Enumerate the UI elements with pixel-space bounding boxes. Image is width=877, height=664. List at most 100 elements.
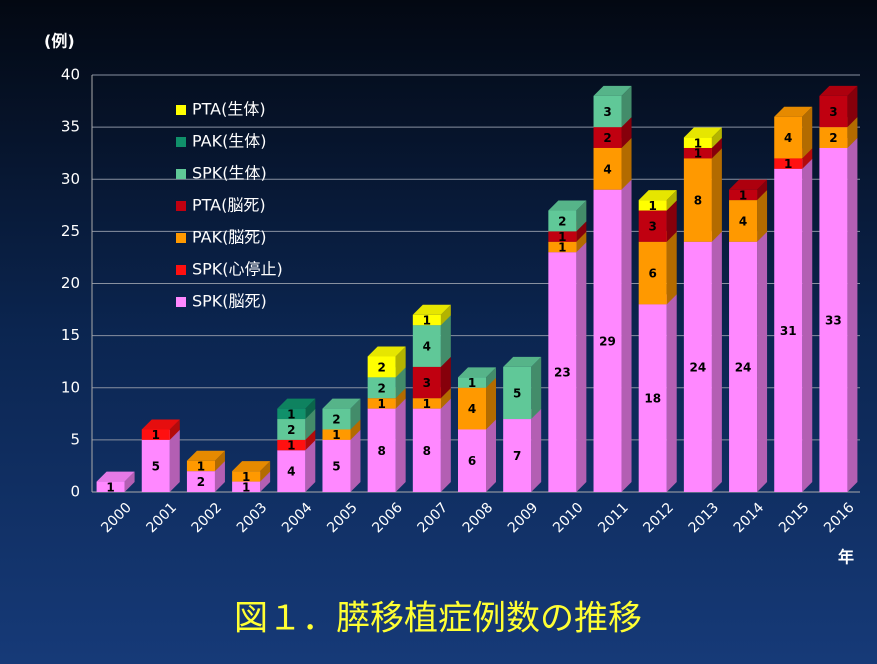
bar-segment [683, 127, 722, 148]
data-label: 1 [694, 136, 702, 150]
bar-side [350, 419, 361, 440]
bar-front [819, 95, 848, 128]
bar-top [638, 190, 677, 201]
bar-front [96, 481, 125, 492]
bar-top [277, 398, 316, 409]
bar-segment [412, 398, 451, 492]
data-label: 5 [152, 459, 160, 473]
bar-front [548, 231, 577, 242]
bar-side [214, 461, 225, 492]
y-tick-label: 35 [61, 118, 80, 136]
bar-front [503, 366, 532, 420]
bar-front [683, 241, 712, 492]
bar-top [774, 106, 813, 117]
bar-segment [277, 398, 316, 420]
bar-side [847, 85, 858, 128]
bar-segment [729, 179, 768, 201]
bar-front [367, 408, 396, 492]
y-axis-label: (例) [44, 32, 75, 51]
data-label: 1 [558, 241, 566, 255]
bar-front [412, 408, 441, 492]
bar-side [531, 409, 542, 492]
data-label: 7 [513, 449, 521, 463]
bar-top [367, 346, 406, 357]
bar-front [322, 408, 351, 430]
bar-segment [548, 242, 587, 492]
bar-side [305, 409, 316, 440]
y-tick-label: 40 [61, 66, 80, 84]
legend-swatch [176, 297, 186, 307]
bar-segment [593, 179, 632, 493]
data-label: 18 [644, 392, 661, 406]
bar-side [305, 440, 316, 492]
bar-side [486, 377, 497, 430]
data-label: 1 [242, 480, 250, 494]
data-label: 1 [694, 147, 702, 161]
bar-front [729, 189, 758, 201]
bar-front [638, 210, 667, 242]
legend-label: PTA(脳死) [192, 196, 266, 215]
bar-side [350, 398, 361, 430]
bar-segment [638, 231, 677, 305]
data-label: 2 [377, 360, 385, 374]
bar-front [277, 419, 306, 440]
data-label: 23 [554, 366, 571, 380]
bar-side [621, 117, 632, 148]
bar-top [457, 367, 497, 378]
data-label: 8 [694, 194, 702, 208]
bar-front [819, 127, 848, 148]
bar-front [232, 481, 261, 492]
bar-front [277, 408, 306, 420]
legend-label: SPK(生体) [192, 164, 267, 183]
bar-side [169, 419, 180, 440]
bar-side [440, 356, 451, 399]
bar-side [531, 356, 542, 420]
bar-side [711, 137, 722, 159]
bar-segment [186, 450, 225, 472]
bar-front [277, 450, 306, 492]
data-label: 1 [242, 470, 250, 484]
data-label: 24 [735, 360, 752, 374]
bar-side [350, 429, 361, 492]
bar-top [819, 85, 858, 96]
bar-front [593, 147, 622, 190]
legend-swatch [176, 265, 186, 275]
legend-label: SPK(心停止) [192, 260, 283, 279]
bar-side [757, 190, 768, 242]
bar-front [683, 147, 712, 159]
legend-swatch [176, 169, 186, 179]
x-axis-label: 年 [838, 548, 854, 567]
data-label: 2 [377, 381, 385, 395]
bar-front [322, 429, 351, 440]
data-label: 6 [649, 267, 657, 281]
data-label: 2 [332, 413, 340, 427]
bar-side [666, 200, 677, 242]
bar-side [576, 231, 587, 253]
bar-segment [683, 148, 722, 242]
data-label: 33 [825, 313, 842, 327]
data-label: 2 [197, 475, 205, 489]
bar-front [277, 439, 306, 451]
bar-segment [774, 106, 813, 159]
data-label: 3 [423, 376, 431, 390]
bar-top [232, 461, 271, 472]
data-label: 8 [377, 444, 385, 458]
bar-side [711, 148, 722, 242]
bar-top [412, 304, 451, 315]
bar-side [260, 471, 271, 492]
data-label: 4 [423, 340, 431, 354]
bar-side [666, 294, 677, 492]
legend-label: PAK(生体) [192, 132, 267, 151]
bar-segment [412, 304, 451, 326]
data-label: 1 [152, 428, 160, 442]
data-label: 3 [603, 105, 611, 119]
bar-segment [96, 471, 135, 492]
bar-front [774, 158, 803, 169]
data-label: 5 [332, 459, 340, 473]
data-label: 1 [332, 428, 340, 442]
bar-front [774, 116, 803, 159]
legend-label: PAK(脳死) [192, 228, 267, 247]
bar-front [729, 200, 758, 242]
